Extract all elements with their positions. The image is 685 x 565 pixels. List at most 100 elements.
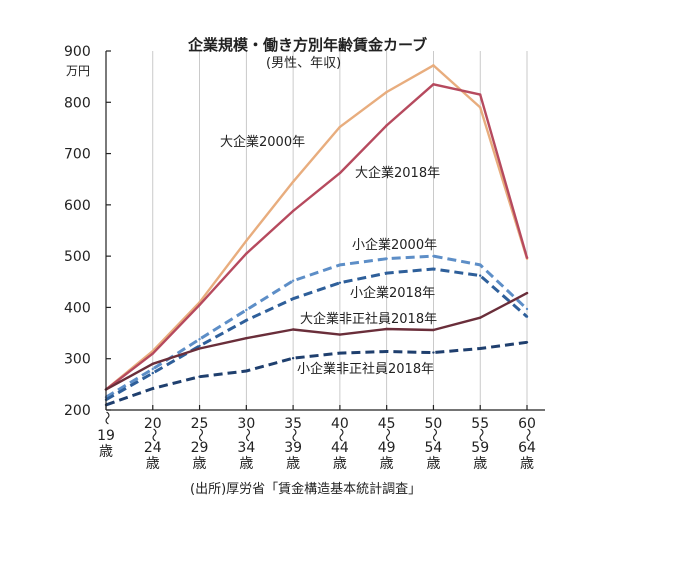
data-point	[291, 328, 295, 331]
x-tick-bottom: 34	[237, 440, 255, 456]
data-point	[385, 271, 388, 275]
x-tick-bottom: 64	[518, 440, 536, 456]
x-tick-range-mark: 〜	[332, 428, 348, 442]
data-point	[151, 362, 154, 366]
x-tick-top: 40	[331, 416, 349, 432]
series-label: 小企業2018年	[350, 285, 435, 301]
data-point	[198, 344, 201, 348]
x-tick-range-mark: 〜	[425, 428, 441, 442]
data-point	[525, 307, 529, 311]
x-tick-range-mark: 〜	[379, 428, 395, 442]
y-tick-label: 200	[64, 403, 91, 419]
x-tick-range-mark: 〜	[285, 428, 301, 442]
x-tick-label: 40〜44歳	[331, 416, 349, 472]
data-point	[338, 281, 342, 285]
y-tick-label: 400	[64, 300, 91, 316]
data-point	[291, 279, 295, 282]
series-label: 大企業2018年	[355, 165, 440, 181]
data-point	[479, 263, 482, 267]
data-point	[525, 291, 529, 295]
data-point	[245, 369, 248, 373]
data-point	[245, 319, 248, 322]
y-tick-label: 900	[64, 44, 91, 60]
x-tick-range-mark: 〜	[238, 428, 254, 442]
data-point	[198, 303, 201, 307]
x-tick-unit: 歳	[146, 456, 160, 472]
x-tick-bottom: 39	[284, 440, 302, 456]
data-point	[525, 341, 529, 344]
data-point	[338, 125, 342, 129]
x-tick-label: 20〜24歳	[144, 416, 162, 472]
data-point	[151, 387, 154, 390]
series-label: 小企業非正社員2018年	[297, 361, 434, 377]
data-point	[198, 338, 201, 341]
x-tick-top: 60	[518, 416, 536, 432]
y-tick-label: 700	[64, 147, 91, 163]
data-point	[479, 316, 482, 319]
y-tick-label: 500	[64, 249, 91, 265]
x-tick-bottom: 19	[97, 428, 115, 444]
x-tick-top: 50	[425, 416, 443, 432]
data-point	[385, 90, 388, 94]
data-point	[338, 171, 342, 175]
x-tick-unit: 歳	[380, 456, 394, 472]
chart-subtitle: (男性、年収)	[266, 56, 341, 71]
data-point	[245, 308, 248, 312]
x-tick-bottom: 44	[331, 440, 349, 456]
x-tick-label: 30〜34歳	[237, 416, 255, 472]
data-point	[338, 333, 342, 336]
data-point	[432, 328, 435, 332]
x-tick-top: 20	[144, 416, 162, 432]
series-label: 大企業2000年	[220, 134, 305, 150]
x-tick-bottom: 29	[191, 440, 209, 456]
x-tick-range-mark: 〜	[98, 411, 114, 425]
series-line	[105, 340, 528, 407]
data-point	[479, 93, 482, 96]
x-tick-unit: 歳	[193, 456, 207, 472]
x-tick-top: 55	[471, 416, 489, 432]
series-line	[105, 267, 528, 402]
series-label: 小企業2000年	[352, 237, 437, 253]
x-tick-unit: 歳	[239, 456, 253, 472]
data-point	[479, 274, 482, 277]
data-point	[385, 257, 388, 260]
x-tick-range-mark: 〜	[472, 428, 488, 442]
series-label: 大企業非正社員2018年	[300, 311, 437, 327]
x-tick-bottom: 49	[378, 440, 396, 456]
data-point	[432, 267, 435, 271]
data-point	[525, 256, 529, 259]
data-point	[432, 64, 435, 67]
x-tick-label: 〜 19歳	[97, 411, 115, 460]
x-tick-label: 50〜54歳	[425, 416, 443, 472]
data-point	[338, 263, 342, 267]
data-point	[198, 375, 201, 378]
data-point	[291, 357, 295, 360]
data-point	[151, 371, 154, 375]
data-point	[525, 315, 529, 318]
series: 大企業2018年	[104, 83, 529, 391]
data-point	[385, 350, 388, 353]
x-axis: 〜19歳20〜24歳25〜29歳30〜34歳35〜39歳40〜44歳45〜49歳…	[97, 405, 545, 472]
x-tick-label: 35〜39歳	[284, 416, 302, 472]
x-tick-bottom: 24	[144, 440, 162, 456]
x-tick-bottom: 54	[425, 440, 443, 456]
data-point	[338, 351, 342, 355]
series-layer: 大企業2000年大企業2018年小企業2000年小企業2018年大企業非正社員2…	[104, 64, 529, 407]
x-tick-unit: 歳	[286, 456, 300, 472]
data-point	[245, 252, 248, 255]
grid-lines	[152, 51, 528, 410]
x-tick-top: 30	[237, 416, 255, 432]
x-tick-top: 25	[191, 416, 209, 432]
series: 小企業非正社員2018年	[104, 340, 529, 407]
data-point	[479, 347, 482, 350]
x-tick-label: 60〜64歳	[518, 416, 536, 472]
x-tick-range-mark: 〜	[519, 428, 535, 442]
series: 大企業非正社員2018年	[104, 291, 529, 391]
data-point	[198, 347, 201, 350]
series-line	[104, 64, 529, 391]
series: 小企業2000年	[104, 237, 529, 399]
series-line	[105, 254, 529, 399]
data-point	[432, 254, 435, 258]
x-tick-label: 45〜49歳	[378, 416, 396, 472]
data-point	[151, 352, 154, 355]
